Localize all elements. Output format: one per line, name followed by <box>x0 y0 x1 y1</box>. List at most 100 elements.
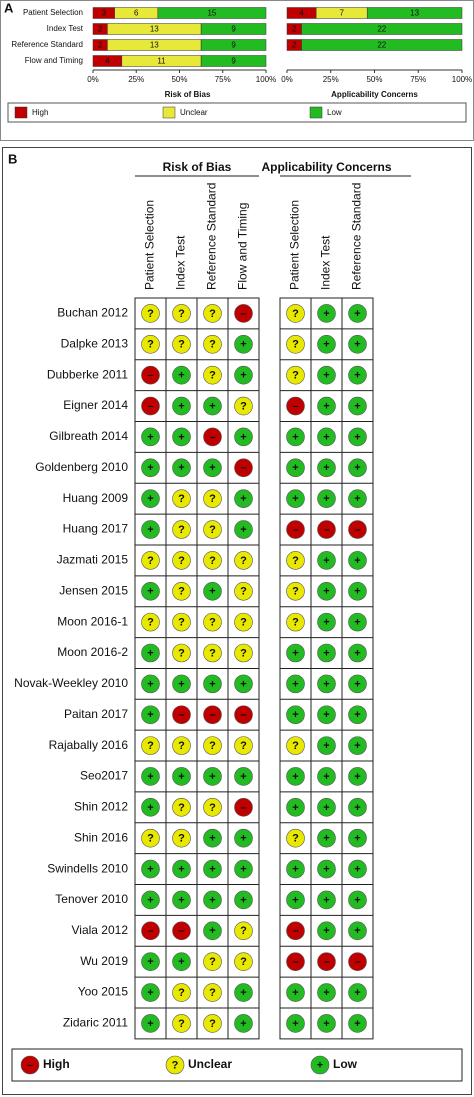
judgement-symbol: + <box>147 864 153 876</box>
judgement-symbol: – <box>178 709 184 721</box>
study-name: Yoo 2015 <box>78 985 129 999</box>
judgement-symbol: – <box>209 431 215 443</box>
judgement-circle <box>348 520 367 539</box>
legend-label: Low <box>333 1057 358 1071</box>
legend-swatch <box>162 106 176 119</box>
segment-label: 13 <box>150 25 159 34</box>
group-header: Applicability Concerns <box>261 160 391 174</box>
x-tick-label: 75% <box>410 75 426 84</box>
judgement-circle <box>141 396 160 416</box>
judgement-circle <box>141 736 160 755</box>
judgement-symbol: + <box>354 1018 360 1030</box>
judgement-circle <box>317 736 336 755</box>
judgement-symbol: + <box>292 709 298 721</box>
judgement-circle <box>234 581 253 601</box>
judgement-circle <box>172 798 191 817</box>
judgement-circle <box>317 798 336 817</box>
judgement-circle <box>234 551 253 570</box>
judgement-symbol: ? <box>240 925 247 937</box>
judgement-symbol: + <box>292 864 298 876</box>
study-name: Huang 2009 <box>63 491 129 505</box>
judgement-symbol: + <box>240 1018 246 1030</box>
judgement-circle <box>141 828 160 848</box>
judgement-circle <box>172 365 191 385</box>
judgement-symbol: ? <box>292 833 299 845</box>
judgement-symbol: ? <box>209 987 216 999</box>
judgement-circle <box>286 859 305 879</box>
panel-label: A <box>4 0 14 15</box>
judgement-symbol: + <box>354 555 360 567</box>
judgement-circle <box>141 798 160 817</box>
judgement-circle <box>172 304 191 323</box>
judgement-symbol: + <box>323 370 329 382</box>
judgement-symbol: + <box>209 771 215 783</box>
judgement-circle <box>172 581 191 601</box>
judgement-symbol: + <box>240 524 246 536</box>
segment-label: 2 <box>292 25 297 34</box>
judgement-symbol: ? <box>178 740 185 752</box>
judgement-circle <box>348 921 367 941</box>
x-tick-label: 100% <box>256 75 276 84</box>
judgement-symbol: ? <box>240 400 247 412</box>
judgement-circle <box>203 335 222 354</box>
judgement-symbol: ? <box>209 339 216 351</box>
legend-label: High <box>43 1057 70 1071</box>
judgement-circle <box>317 1014 336 1033</box>
x-tick-label: 0% <box>87 75 99 84</box>
judgement-symbol: + <box>178 462 184 474</box>
segment-label: 11 <box>157 57 166 66</box>
judgement-circle <box>141 643 160 663</box>
judgement-symbol: + <box>323 709 329 721</box>
judgement-circle <box>203 1014 222 1033</box>
judgement-circle <box>234 798 253 817</box>
legend-label: Low <box>327 108 342 117</box>
judgement-symbol: + <box>323 586 329 598</box>
legend-circle <box>165 1055 185 1075</box>
judgement-symbol: ? <box>240 956 247 968</box>
x-tick-label: 50% <box>366 75 382 84</box>
judgement-circle <box>234 335 253 354</box>
judgement-circle <box>286 304 305 323</box>
judgement-symbol: ? <box>292 740 299 752</box>
segment-label: 2 <box>292 41 297 50</box>
bar-segment <box>366 7 463 19</box>
column-header: Flow and Timing <box>236 203 250 290</box>
judgement-circle <box>172 520 191 539</box>
judgement-circle <box>348 983 367 1002</box>
judgement-symbol: + <box>147 647 153 659</box>
judgement-circle <box>172 489 191 508</box>
judgement-symbol: + <box>354 740 360 752</box>
judgement-symbol: ? <box>209 956 216 968</box>
judgement-symbol: ? <box>209 493 216 505</box>
bar-segment <box>200 39 267 51</box>
study-name: Wu 2019 <box>80 954 128 968</box>
judgement-symbol: ? <box>292 308 299 320</box>
judgement-circle <box>203 890 222 910</box>
judgement-symbol: + <box>354 864 360 876</box>
judgement-circle <box>141 674 160 694</box>
judgement-symbol: ? <box>240 586 247 598</box>
judgement-symbol: – <box>147 925 153 937</box>
judgement-circle <box>286 335 305 354</box>
category-label: Index Test <box>47 24 84 33</box>
judgement-circle <box>172 1014 191 1033</box>
segment-label: 15 <box>207 9 216 18</box>
judgement-circle <box>172 612 191 632</box>
judgement-circle <box>203 489 222 508</box>
judgement-symbol: + <box>354 462 360 474</box>
judgement-symbol: ? <box>209 1018 216 1030</box>
judgement-symbol: ? <box>209 370 216 382</box>
judgement-circle <box>317 458 336 478</box>
column-header: Patient Selection <box>143 200 157 290</box>
judgement-symbol: + <box>209 925 215 937</box>
judgement-circle <box>141 520 160 539</box>
legend-label: Unclear <box>180 108 208 117</box>
judgement-circle <box>234 427 253 447</box>
judgement-circle <box>203 674 222 694</box>
judgement-symbol: + <box>292 431 298 443</box>
study-name: Swindells 2010 <box>47 861 128 875</box>
legend-label: High <box>32 108 48 117</box>
judgement-symbol: + <box>240 771 246 783</box>
judgement-symbol: ? <box>147 308 154 320</box>
